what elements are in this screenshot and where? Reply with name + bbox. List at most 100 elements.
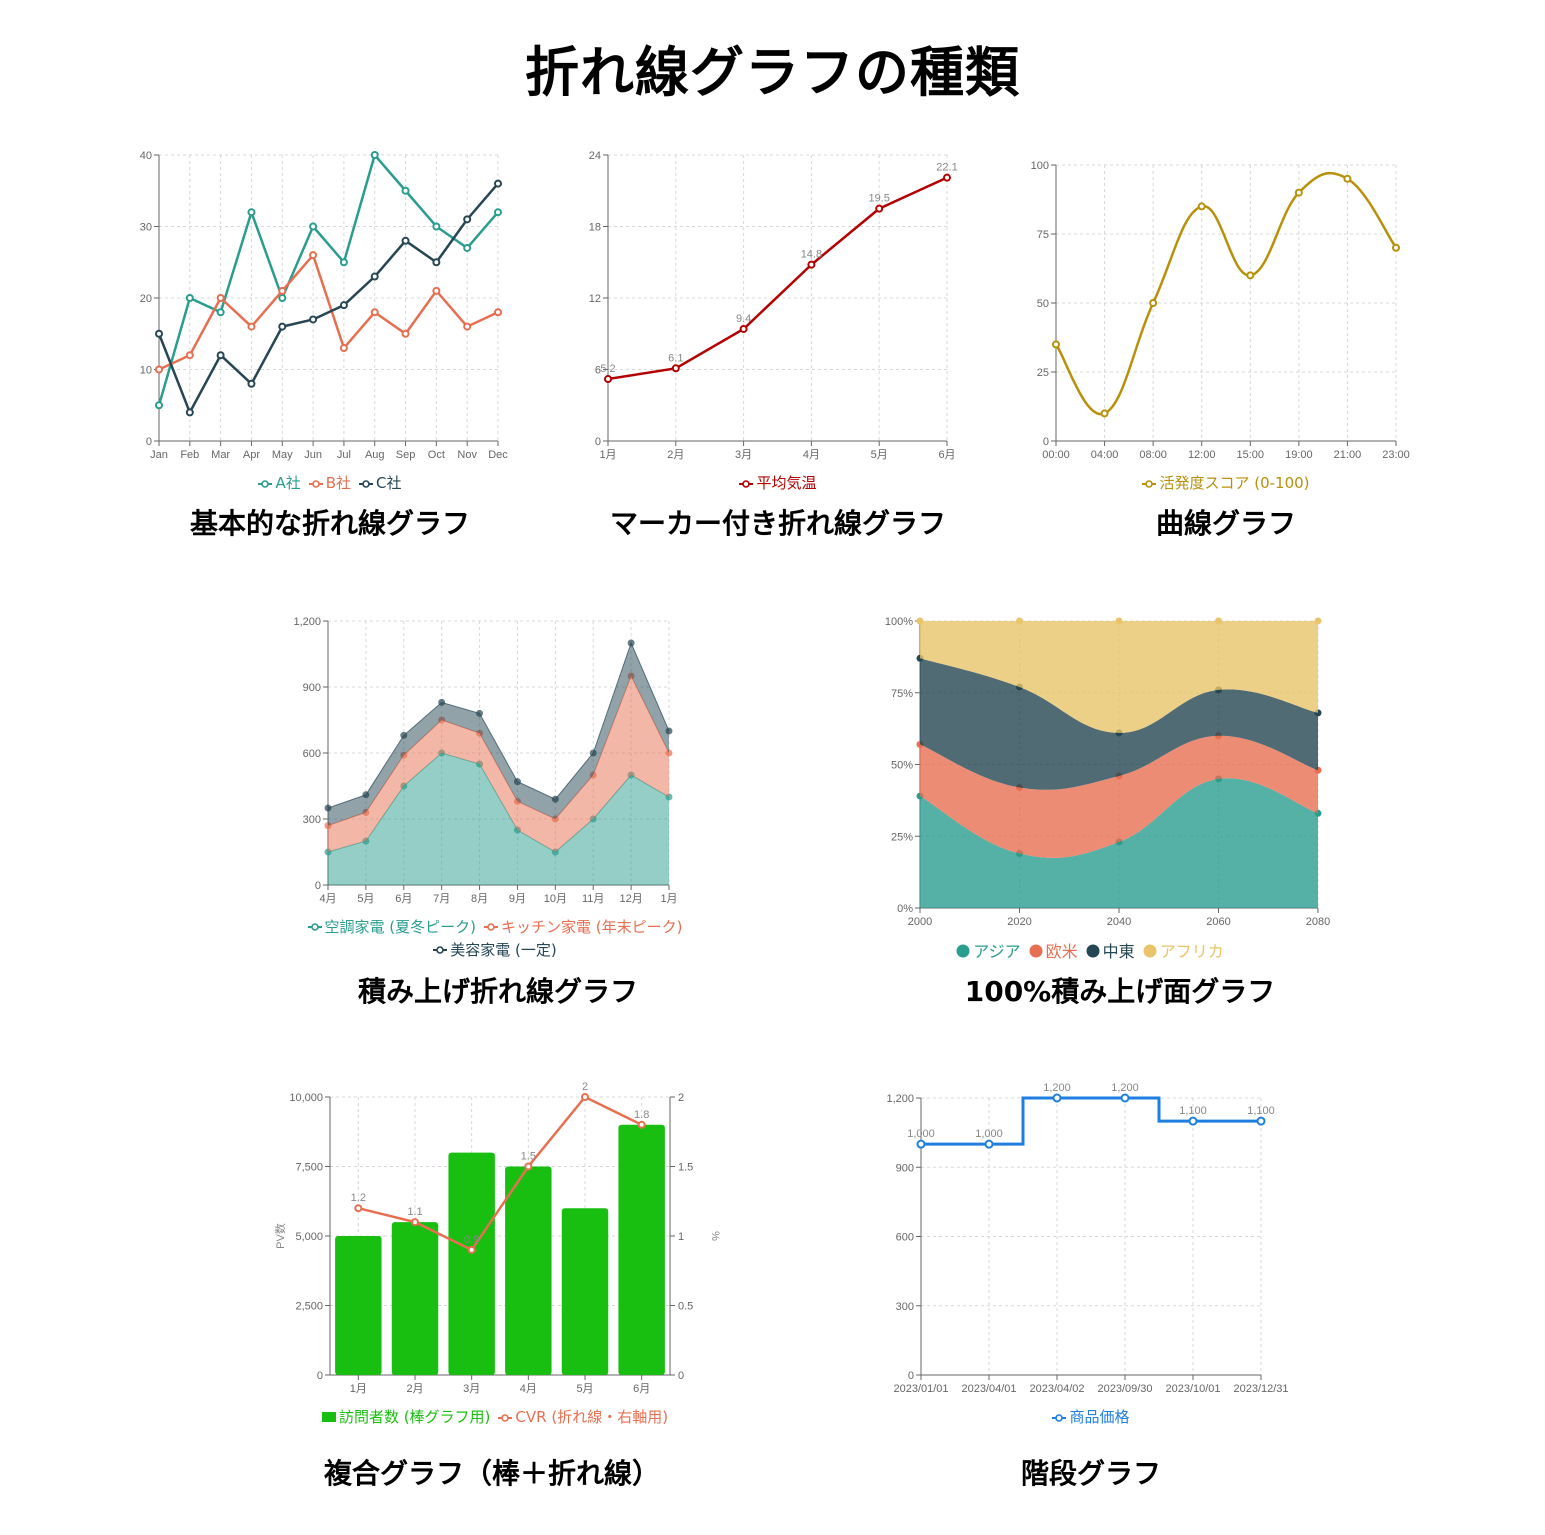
- x-tick-label: Aug: [365, 449, 385, 461]
- data-point-marker: [463, 322, 472, 331]
- legend-label: アフリカ: [1159, 942, 1224, 961]
- x-tick-label: 9月: [509, 893, 526, 905]
- x-tick-label: 4月: [319, 893, 336, 905]
- x-tick-label: 2040: [1107, 916, 1131, 928]
- data-label: 1,000: [907, 1128, 935, 1140]
- combo-chart-legend: 訪問者数 (棒グラフ用) CVR (折れ線・右軸用): [290, 1406, 700, 1427]
- legend-item[interactable]: 中東: [1086, 938, 1135, 962]
- data-label: 14.8: [801, 249, 822, 261]
- data-point-marker: [467, 1245, 476, 1254]
- x-tick-label: 5月: [357, 893, 374, 905]
- data-point-marker: [1052, 1093, 1062, 1103]
- combo-chart-caption: 複合グラフ（棒＋折れ線）: [323, 1457, 660, 1490]
- data-point-marker: [943, 173, 951, 182]
- legend-item[interactable]: A社: [258, 472, 301, 493]
- legend-item[interactable]: 欧米: [1029, 938, 1078, 962]
- y-tick-label: 25: [1037, 367, 1049, 379]
- y-tick-label: 0: [595, 436, 601, 448]
- stacked-area: [328, 676, 669, 852]
- y-tick-label: 7,500: [295, 1162, 323, 1174]
- legend-item[interactable]: 空調家電 (夏冬ピーク): [307, 916, 476, 939]
- x-tick-label: Feb: [180, 449, 199, 461]
- y-tick-label: 600: [303, 748, 321, 760]
- legend-item[interactable]: 平均気温: [739, 472, 817, 493]
- data-point-marker: [370, 151, 379, 159]
- x-tick-label: 5月: [576, 1383, 593, 1395]
- legend-label: 商品価格: [1069, 1408, 1130, 1426]
- data-point-marker: [1016, 617, 1023, 625]
- legend-label: キッチン家電 (年末ピーク): [501, 918, 683, 936]
- y-tick-label: 100%: [885, 616, 913, 628]
- x-tick-label: 12:00: [1188, 449, 1216, 461]
- marker-chart-legend: 平均気温: [608, 472, 948, 493]
- y-tick-label: 300: [896, 1301, 914, 1313]
- axes: 0 10 20 30 40 Jan Feb Mar Apr May Jun Jul Aug Sep Oct N…: [140, 150, 509, 461]
- x-tick-label: 3月: [735, 449, 752, 461]
- legend-item[interactable]: 美容家電 (一定): [433, 939, 557, 962]
- legend-item[interactable]: 商品価格: [1052, 1406, 1130, 1427]
- data-point-marker: [324, 804, 332, 812]
- data-point-marker: [1294, 188, 1303, 197]
- legend-item[interactable]: 訪問者数 (棒グラフ用): [321, 1406, 490, 1427]
- y-tick-label: 10,000: [289, 1092, 323, 1104]
- x-tick-label: 2023/01/01: [893, 1383, 948, 1395]
- data-label: 9.4: [736, 313, 751, 325]
- data-point-marker: [916, 617, 924, 625]
- legend-item[interactable]: キッチン家電 (年末ピーク): [484, 916, 682, 939]
- legend-item[interactable]: 活発度スコア (0-100): [1142, 472, 1310, 493]
- y-tick-label: 0: [908, 1370, 914, 1382]
- x-tick-label: 2023/10/01: [1165, 1383, 1220, 1395]
- x-tick-label: 8月: [471, 893, 488, 905]
- data-point-marker: [247, 379, 256, 388]
- data-point-marker: [362, 791, 370, 799]
- y-tick-label: 300: [303, 814, 321, 826]
- legend-dot-icon: [1143, 943, 1157, 962]
- legend-label: 平均気温: [756, 474, 817, 492]
- legend-item[interactable]: CVR (折れ線・右軸用): [498, 1406, 668, 1427]
- data-point-marker: [309, 315, 318, 324]
- data-label: 5.2: [600, 363, 615, 375]
- legend-dot-icon: [1086, 943, 1100, 962]
- y-tick-label: 100: [1031, 160, 1049, 172]
- y-tick-label: 2,500: [295, 1301, 323, 1313]
- x-tick-label: 4月: [803, 449, 820, 461]
- y-tick-label: 10: [140, 365, 152, 377]
- axes: 0 25 50 75 100 00:00 04:00 08:00 12:00 15:00 19:00…: [1031, 160, 1410, 461]
- legend-dot-icon: [956, 943, 970, 962]
- y-tick-label: 40: [140, 150, 152, 162]
- data-point-marker: [411, 1218, 419, 1227]
- data-point-marker: [155, 329, 163, 338]
- legend-item[interactable]: アフリカ: [1143, 938, 1224, 962]
- y-right-tick-label: 0.5: [678, 1301, 693, 1313]
- y-tick-label: 25%: [891, 831, 913, 843]
- legend-item[interactable]: B社: [308, 472, 351, 493]
- data-point-marker: [581, 1093, 589, 1101]
- bar: [561, 1208, 609, 1375]
- data-point-marker: [494, 308, 502, 317]
- legend-label: CVR (折れ線・右軸用): [515, 1408, 669, 1426]
- curve-chart-caption: 曲線グラフ: [1155, 507, 1296, 540]
- cvr-line: [358, 1095, 643, 1252]
- legend-line-marker-icon: [498, 1409, 513, 1427]
- x-tick-label: 15:00: [1237, 449, 1265, 461]
- y-tick-label: 75%: [891, 688, 913, 700]
- x-tick-label: 4月: [520, 1383, 537, 1395]
- x-tick-label: 1月: [350, 1383, 367, 1395]
- data-point-marker: [1052, 340, 1060, 349]
- data-point-marker: [637, 1120, 646, 1129]
- y-tick-label: 0: [1043, 436, 1049, 448]
- data-point-marker: [1314, 617, 1322, 625]
- data-point-marker: [432, 222, 441, 231]
- legend-item[interactable]: アジア: [956, 938, 1021, 962]
- data-point-marker: [916, 1139, 926, 1149]
- data-point-marker: [665, 727, 673, 735]
- axes: 0 300 600 900 1,200 2023/01/01 2023/04/01 2023/…: [886, 1093, 1288, 1395]
- x-tick-label: 7月: [433, 893, 450, 905]
- legend-line-marker-icon: [258, 475, 273, 493]
- percent-area: [920, 621, 1318, 733]
- legend-item[interactable]: C社: [359, 472, 402, 493]
- data-point-marker: [604, 375, 612, 384]
- data-label: 1.1: [407, 1206, 422, 1218]
